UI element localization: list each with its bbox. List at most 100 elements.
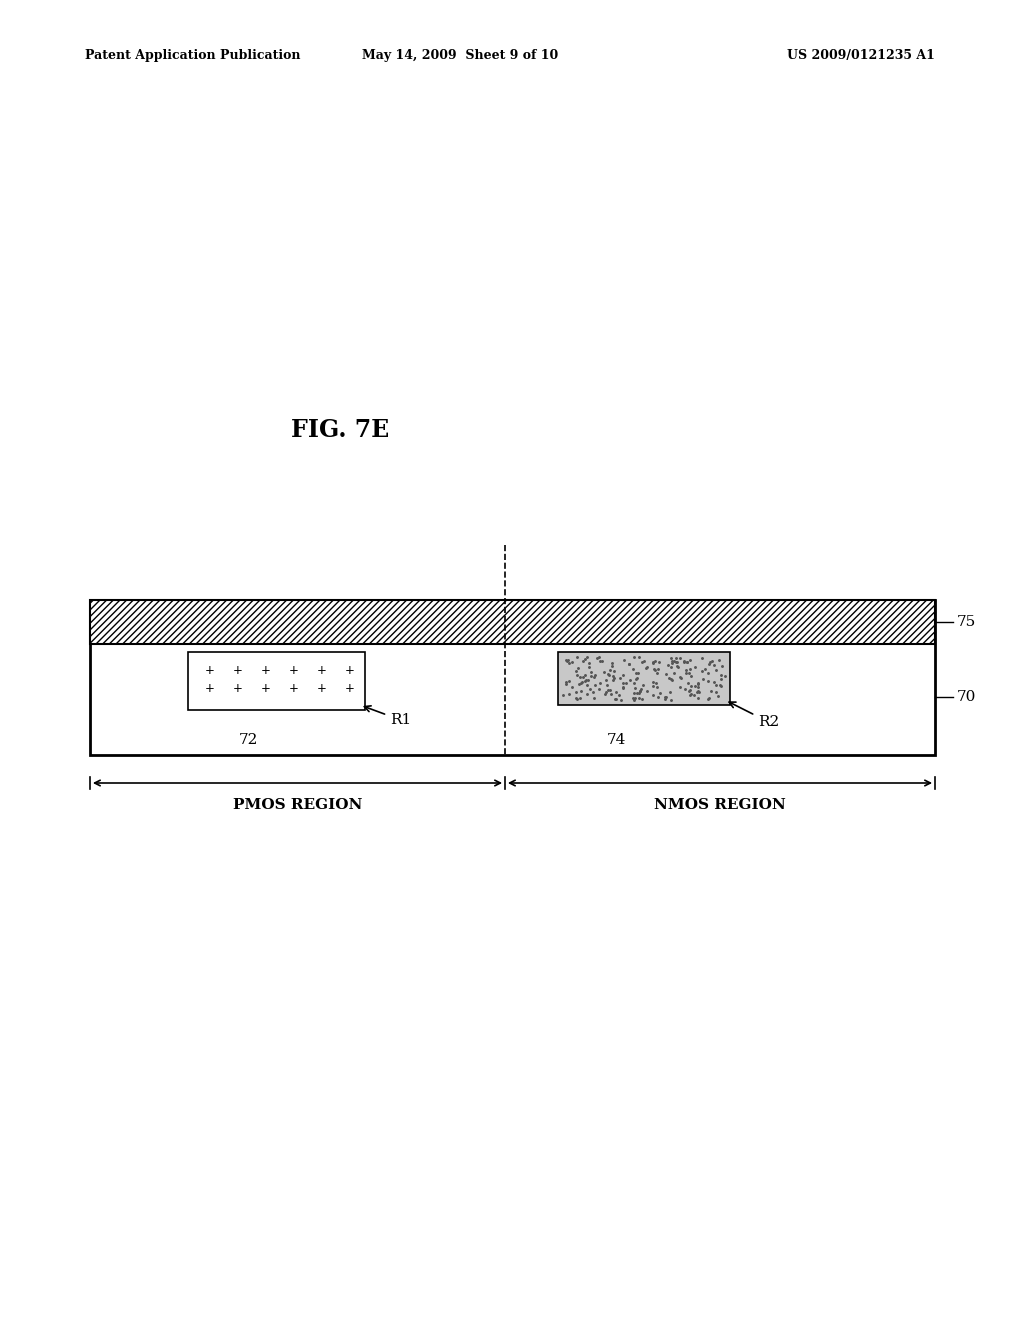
Point [616, 649, 633, 671]
Text: US 2009/0121235 A1: US 2009/0121235 A1 [787, 49, 935, 62]
Point [680, 672, 696, 693]
Text: 75: 75 [957, 615, 976, 630]
Point [689, 688, 706, 709]
Point [561, 671, 578, 692]
Point [666, 663, 682, 684]
Point [614, 677, 631, 698]
Point [577, 664, 593, 685]
Point [581, 669, 597, 690]
Point [580, 675, 596, 696]
Point [652, 682, 669, 704]
Text: NMOS REGION: NMOS REGION [654, 799, 785, 812]
Point [563, 676, 580, 697]
Point [649, 661, 666, 682]
Text: Patent Application Publication: Patent Application Publication [85, 49, 300, 62]
Point [574, 651, 591, 672]
Point [645, 685, 662, 706]
Point [663, 647, 679, 668]
Text: +: + [205, 664, 215, 676]
Point [701, 652, 718, 673]
Point [681, 659, 697, 680]
Point [584, 665, 600, 686]
Point [700, 653, 717, 675]
Point [680, 663, 696, 684]
Point [717, 665, 733, 686]
Point [626, 689, 642, 710]
Point [670, 656, 686, 677]
Point [669, 656, 685, 677]
Point [600, 663, 616, 684]
Point [627, 677, 643, 698]
Point [647, 672, 664, 693]
Point [657, 686, 674, 708]
Point [694, 660, 711, 681]
Point [555, 685, 571, 706]
Text: +: + [345, 664, 355, 676]
Point [586, 667, 602, 688]
Point [700, 689, 717, 710]
Point [603, 684, 620, 705]
Point [577, 671, 593, 692]
Point [678, 663, 694, 684]
Point [573, 681, 590, 702]
Point [679, 651, 695, 672]
Point [569, 657, 586, 678]
Point [639, 681, 655, 702]
Point [710, 686, 726, 708]
Bar [90, 601, 935, 755]
Point [682, 678, 698, 700]
Point [644, 653, 660, 675]
Point [686, 685, 702, 706]
Point [612, 668, 629, 689]
Point [569, 688, 586, 709]
Point [664, 652, 680, 673]
Point [561, 652, 578, 673]
Point [690, 676, 707, 697]
Text: +: + [205, 681, 215, 694]
Point [596, 661, 612, 682]
Point [682, 684, 698, 705]
Point [586, 686, 602, 708]
Text: R2: R2 [729, 702, 779, 729]
Point [650, 659, 667, 680]
Point [657, 664, 674, 685]
Point [697, 659, 714, 680]
Point [682, 684, 698, 705]
Point [597, 669, 613, 690]
Point [631, 647, 647, 668]
Point [645, 659, 662, 680]
Point [678, 659, 694, 680]
Text: +: + [261, 664, 271, 676]
Point [664, 669, 680, 690]
Point [702, 681, 719, 702]
Bar [188, 652, 365, 710]
Point [662, 681, 678, 702]
Point [682, 649, 698, 671]
Point [681, 680, 697, 701]
Point [713, 676, 729, 697]
Point [699, 671, 716, 692]
Point [679, 652, 695, 673]
Point [683, 665, 699, 686]
Point [582, 678, 598, 700]
Point [560, 684, 577, 705]
Point [585, 681, 601, 702]
Point [571, 688, 588, 709]
Point [634, 652, 650, 673]
Point [598, 681, 614, 702]
Point [604, 656, 621, 677]
Point [569, 645, 586, 667]
Bar [90, 601, 935, 644]
Point [645, 675, 662, 696]
Point [672, 667, 688, 688]
Point [577, 648, 593, 669]
Point [686, 676, 702, 697]
Text: +: + [289, 681, 299, 694]
Point [572, 672, 589, 693]
Point [649, 677, 666, 698]
Point [636, 649, 652, 671]
Point [593, 651, 609, 672]
Point [673, 668, 689, 689]
Point [601, 664, 617, 685]
Point [587, 664, 603, 685]
